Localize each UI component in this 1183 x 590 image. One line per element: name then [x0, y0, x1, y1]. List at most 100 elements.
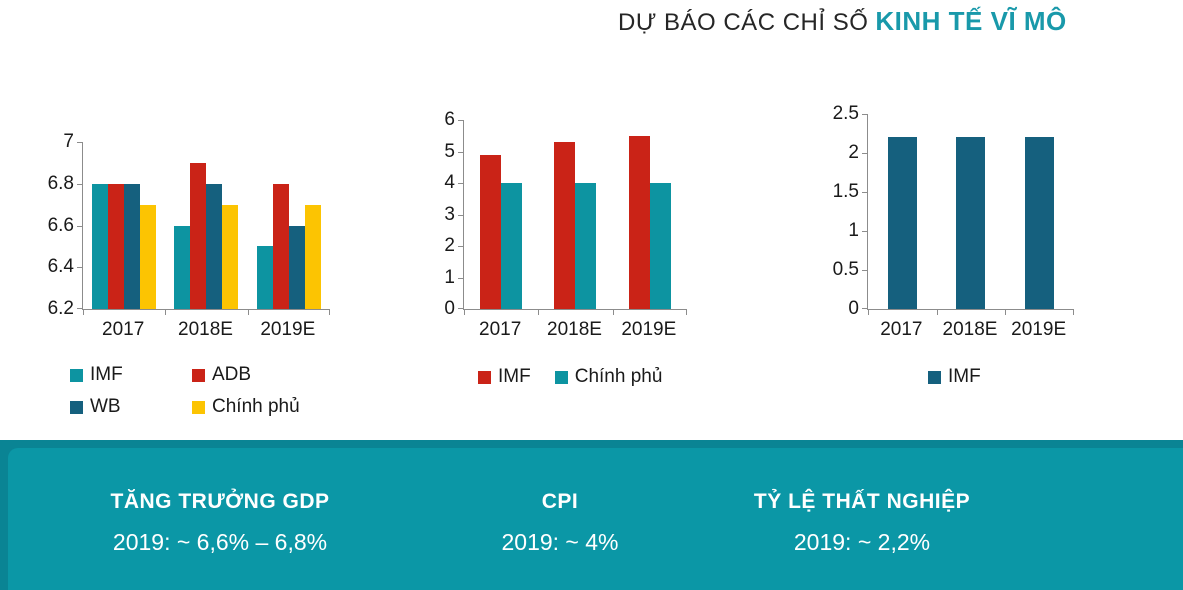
bar-group-2019E: [613, 120, 687, 309]
bar-Chính phủ-2017: [501, 183, 523, 309]
y-tick-mark: [862, 308, 867, 309]
bar-group-2019E: [1005, 114, 1074, 309]
x-tick-label: 2018E: [547, 319, 602, 340]
y-tick-mark: [77, 142, 82, 143]
bar-Chính phủ-2019E: [649, 183, 671, 309]
bar-group-2019E: [248, 142, 330, 309]
x-tick-mark: [612, 310, 614, 315]
page-title: DỰ BÁO CÁC CHỈ SỐ KINH TẾ VĨ MÔ: [618, 6, 1067, 37]
legend: IMF Chính phủ: [478, 366, 662, 388]
legend-label: IMF: [498, 366, 531, 387]
x-tick-mark: [936, 310, 938, 315]
y-tick-label: 0.5: [832, 259, 859, 280]
x-tick-label: 2019E: [621, 319, 677, 340]
bar-IMF-2019E: [256, 246, 273, 309]
legend-item-Chính phủ: Chính phủ: [554, 366, 662, 388]
y-tick-label: 6.4: [47, 256, 74, 278]
legend-item-IMF: IMF: [478, 366, 531, 388]
x-tick-mark: [329, 310, 330, 315]
chart-gdp-growth: 6.2 6.4 6.6 6.8 7 2017 2018E 2019E IMF ADB WB Chí…: [36, 131, 376, 422]
legend-item-Chính phủ: Chính phủ: [192, 396, 300, 418]
y-tick-label: 2: [848, 142, 859, 163]
y-tick-label: 3: [444, 203, 455, 225]
bar-Chính phủ-2018E: [222, 204, 239, 309]
title-prefix: DỰ BÁO CÁC CHỈ SỐ: [618, 9, 869, 36]
legend-label: ADB: [212, 364, 252, 385]
bar-WB-2017: [124, 183, 141, 309]
bar-IMF-2019E: [628, 135, 650, 309]
x-tick-mark: [686, 310, 687, 315]
y-tick-label: 1.5: [832, 181, 859, 202]
plot-area: [862, 114, 1074, 315]
y-tick-label: 7: [63, 131, 74, 152]
x-tick-label: 2019E: [260, 319, 316, 340]
bar-IMF-2019E: [1025, 137, 1055, 309]
y-tick-mark: [458, 183, 463, 184]
summary-label-gdp: TĂNG TRƯỞNG GDP: [110, 490, 330, 513]
bar-IMF-2017: [887, 137, 917, 309]
y-tick-label: 5: [444, 140, 455, 162]
bar-IMF-2018E: [174, 225, 191, 309]
y-tick-mark: [77, 183, 82, 185]
x-axis-labels: 2017 2018E 2019E: [82, 319, 330, 343]
legend-item-IMF: IMF: [928, 366, 981, 388]
bar-group-2018E: [937, 114, 1006, 309]
y-tick-label: 4: [444, 172, 455, 193]
x-tick-label: 2017: [479, 319, 522, 340]
summary-value-unemployment: 2019: ~ 2,2%: [793, 529, 931, 555]
y-tick-label: 1: [848, 220, 859, 241]
legend-item-ADB: ADB: [192, 364, 300, 386]
y-tick-mark: [77, 308, 82, 309]
y-tick-label: 2: [444, 235, 455, 256]
summary-panel: TĂNG TRƯỞNG GDP 2019: ~ 6,6% – 6,8% CPI …: [8, 448, 1183, 590]
legend-marker-ADB: [192, 368, 205, 382]
legend-marker-Chính phủ: [192, 400, 205, 414]
y-tick-label: 1: [444, 266, 455, 288]
legend: IMF ADB WB Chính phủ: [70, 364, 300, 418]
legend: IMF: [928, 366, 981, 388]
x-tick-label: 2018E: [178, 319, 233, 340]
y-tick-label: 0: [444, 298, 455, 319]
summary-value-cpi: 2019: ~ 4%: [501, 529, 619, 555]
bar-group-2017: [83, 142, 165, 309]
bar-Chính phủ-2019E: [304, 204, 321, 309]
bar-WB-2019E: [288, 225, 305, 309]
legend-marker-IMF: [928, 370, 941, 384]
bar-group-2017: [868, 114, 937, 309]
plot-area: [458, 120, 687, 315]
summary-label-unemployment: TỶ LỆ THẤT NGHIỆP: [753, 490, 971, 513]
x-tick-label: 2019E: [1011, 319, 1067, 340]
x-tick-label: 2017: [880, 319, 923, 340]
x-axis-labels: 2017 2018E 2019E: [867, 319, 1074, 343]
y-tick-label: 2.5: [832, 103, 859, 124]
summary-value-gdp: 2019: ~ 6,6% – 6,8%: [112, 529, 328, 555]
y-tick-mark: [458, 277, 463, 279]
bar-IMF-2018E: [956, 137, 986, 309]
bar-group-2017: [464, 120, 538, 309]
y-axis-labels: 6.2 6.4 6.6 6.8 7: [36, 131, 82, 319]
bar-IMF-2018E: [554, 142, 576, 309]
bar-ADB-2017: [108, 183, 125, 309]
plot-area: [77, 142, 330, 315]
bar-ADB-2018E: [190, 162, 207, 309]
x-tick-mark: [247, 310, 249, 315]
bar-Chính phủ-2018E: [575, 183, 597, 309]
bar-Chính phủ-2017: [140, 204, 157, 309]
legend-label: WB: [90, 396, 121, 417]
y-tick-mark: [862, 114, 867, 115]
legend-label: IMF: [90, 364, 123, 385]
y-tick-mark: [862, 192, 867, 193]
legend-marker-WB: [70, 400, 83, 414]
summary-item-gdp: TĂNG TRƯỞNG GDP 2019: ~ 6,6% – 6,8%: [60, 488, 380, 556]
y-tick-mark: [458, 120, 463, 121]
x-tick-mark: [1073, 310, 1074, 315]
x-tick-label: 2017: [102, 319, 145, 340]
legend-label: IMF: [948, 366, 981, 387]
y-tick-mark: [458, 214, 463, 216]
y-tick-mark: [77, 225, 82, 227]
x-tick-mark: [165, 310, 167, 315]
summary-item-unemployment: TỶ LỆ THẤT NGHIỆP 2019: ~ 2,2%: [697, 488, 1027, 556]
x-tick-mark: [868, 310, 869, 315]
y-tick-mark: [862, 153, 867, 154]
x-tick-mark: [83, 310, 84, 315]
